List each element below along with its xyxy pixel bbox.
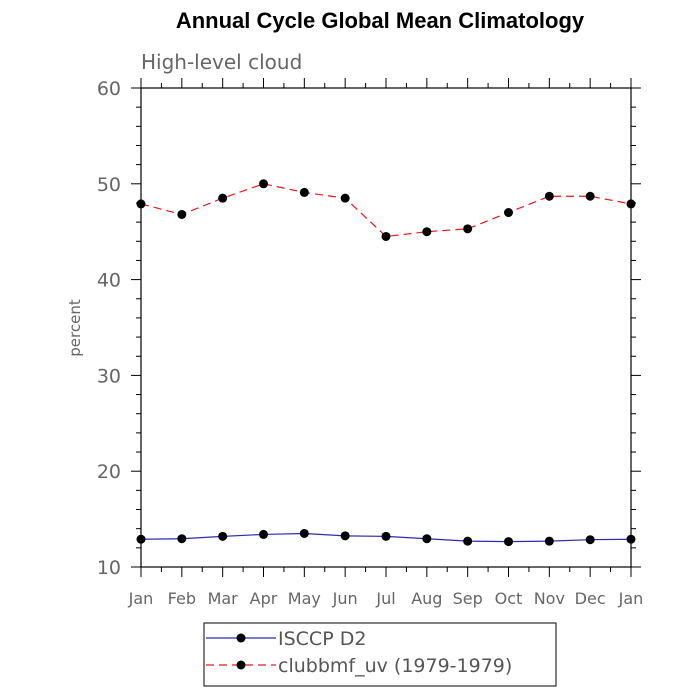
data-point (136, 534, 146, 544)
x-tick-label: Jan (128, 589, 154, 608)
data-point (504, 537, 513, 547)
x-tick-label: Nov (534, 589, 565, 608)
y-tick-label: 60 (97, 78, 121, 100)
data-point (422, 227, 432, 237)
x-tick-label: Aug (411, 589, 442, 608)
data-point (340, 193, 350, 203)
x-tick-label: Mar (208, 589, 239, 608)
x-tick-label: Jun (332, 589, 358, 608)
y-tick-label: 10 (97, 557, 121, 579)
data-point (218, 531, 228, 541)
x-tick-label: Apr (250, 589, 278, 608)
data-point (544, 536, 554, 546)
data-point (259, 179, 268, 189)
legend-label-1: clubbmf_uv (1979-1979) (278, 655, 512, 677)
data-point (299, 528, 309, 538)
y-tick-label: 40 (97, 270, 121, 292)
data-point (177, 534, 187, 544)
y-axis-label: percent (66, 299, 84, 357)
data-point (544, 191, 554, 201)
data-point (381, 231, 391, 241)
legend-box (203, 622, 557, 687)
data-point (381, 531, 391, 541)
data-point (626, 199, 636, 209)
legend-label-0: ISCCP D2 (278, 628, 366, 650)
data-point (626, 534, 636, 544)
data-point (136, 199, 146, 209)
legend-marker (236, 660, 246, 670)
y-tick-label: 20 (97, 461, 121, 483)
x-tick-label: Jul (375, 589, 395, 608)
chart-subtitle: High-level cloud (141, 50, 302, 74)
x-tick-label: May (288, 589, 321, 608)
data-point (340, 531, 350, 541)
data-point (177, 209, 187, 219)
chart-title: Annual Cycle Global Mean Climatology (175, 8, 585, 33)
data-point (463, 224, 473, 234)
y-tick-label: 50 (97, 174, 121, 196)
data-point (585, 191, 595, 201)
data-point (504, 208, 513, 218)
x-tick-label: Oct (495, 589, 523, 608)
series-line-1 (140, 183, 632, 238)
x-tick-label: Jan (618, 589, 644, 608)
legend-marker (236, 633, 246, 643)
x-tick-label: Dec (575, 589, 606, 608)
data-point (218, 193, 228, 203)
y-tick-label: 30 (97, 365, 121, 387)
x-tick-label: Feb (168, 589, 196, 608)
plot-frame (140, 87, 632, 568)
data-point (422, 534, 432, 544)
data-point (259, 529, 268, 539)
data-point (585, 535, 595, 545)
data-point (463, 536, 473, 546)
x-tick-label: Sep (453, 589, 483, 608)
data-point (299, 187, 309, 197)
